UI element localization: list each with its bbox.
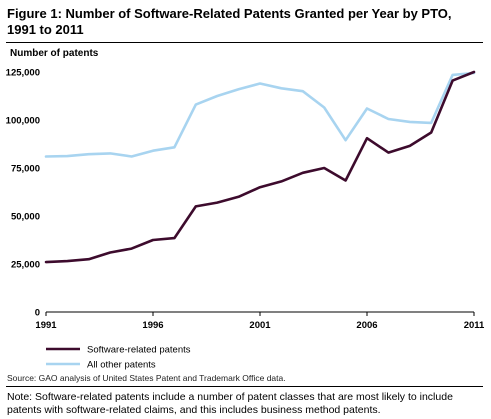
x-tick-label: 1996 xyxy=(142,320,163,331)
y-tick-label: 25,000 xyxy=(11,260,40,271)
x-tick-label: 2011 xyxy=(464,320,485,331)
x-tick-label: 2006 xyxy=(356,320,377,331)
legend-label: All other patents xyxy=(87,360,156,371)
y-tick-label: 75,000 xyxy=(11,164,40,175)
legend-label: Software-related patents xyxy=(87,345,191,356)
x-tick-label: 2001 xyxy=(249,320,271,331)
x-tick-label: 1991 xyxy=(35,320,57,331)
y-tick-label: 125,000 xyxy=(6,68,40,79)
series-line-software-related xyxy=(44,70,476,264)
figure-title: Figure 1: Number of Software-Related Pat… xyxy=(7,6,452,37)
bottom-divider xyxy=(6,386,483,387)
y-tick-label: 100,000 xyxy=(6,116,40,127)
y-tick-label: 0 xyxy=(35,308,40,319)
series-line-all-other xyxy=(44,71,476,158)
source-text: Source: GAO analysis of United States Pa… xyxy=(7,373,286,383)
note-text: Note: Software-related patents include a… xyxy=(7,391,453,416)
y-tick-label: 50,000 xyxy=(11,212,40,223)
top-divider xyxy=(6,42,483,43)
y-axis-title: Number of patents xyxy=(10,48,99,59)
